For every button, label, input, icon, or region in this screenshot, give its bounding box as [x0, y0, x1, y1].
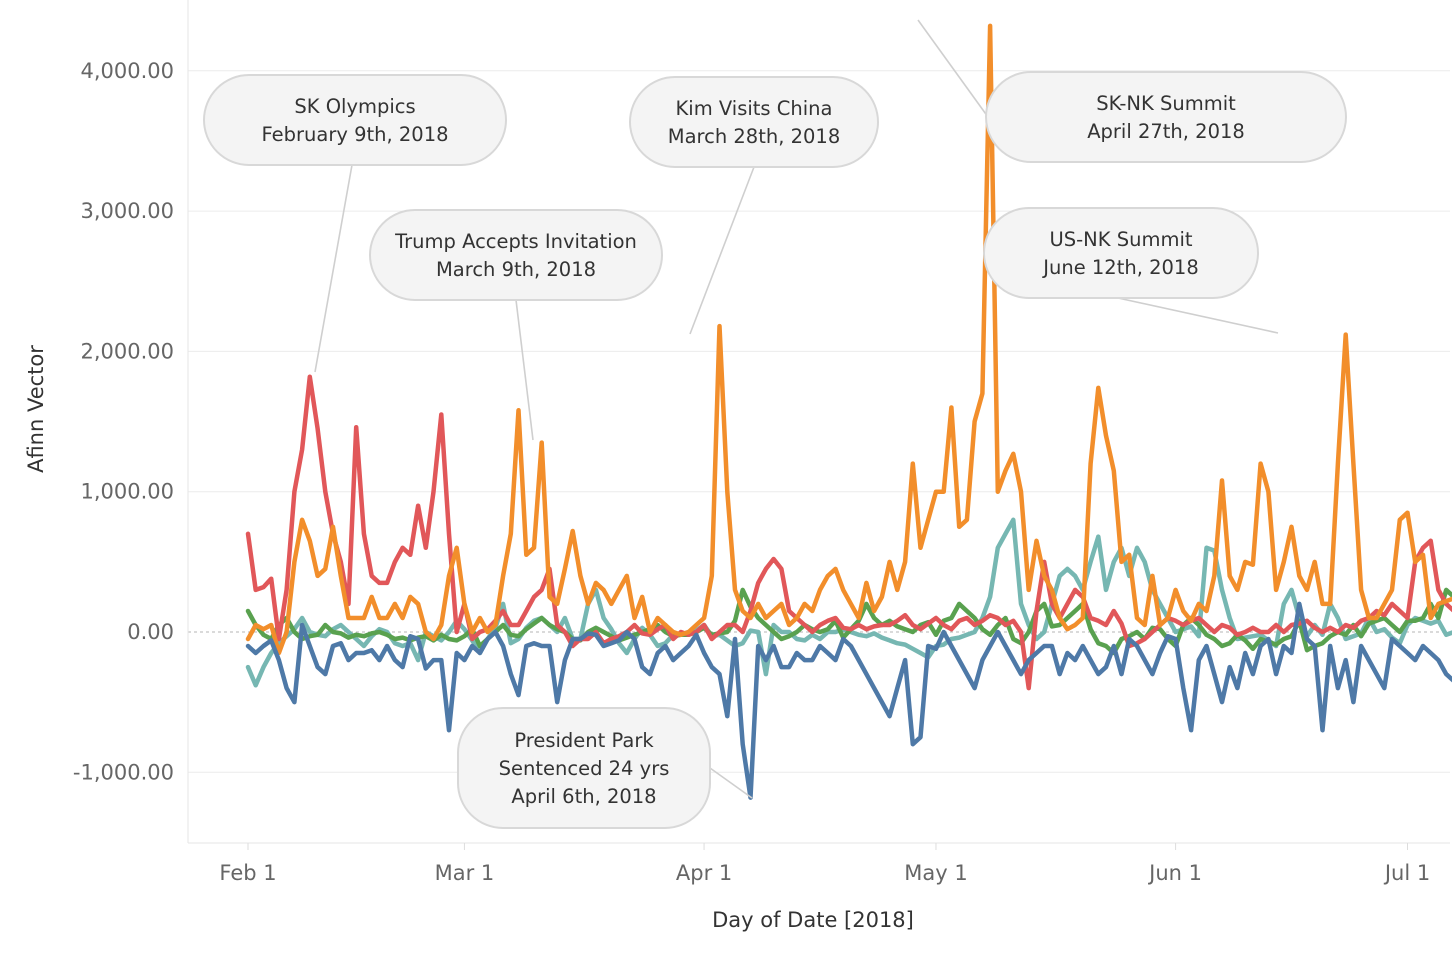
- series-line-5: [245, 601, 1452, 800]
- x-tick-label: Feb 1: [219, 861, 276, 885]
- grid-lines: [188, 70, 1450, 773]
- annotation-box: [629, 76, 879, 168]
- annotation-callout: Trump Accepts Invitation March 9th, 2018: [369, 209, 663, 441]
- annotation-callout: Kim Visits China March 28th, 2018: [629, 76, 879, 335]
- annotations: SK Olympics February 9th, 2018 Trump Accep…: [203, 19, 1347, 829]
- axes: [187, 0, 1450, 844]
- annotation-box: [369, 209, 663, 301]
- annotation-leader-line: [515, 299, 534, 441]
- annotation-box: [985, 71, 1347, 163]
- annotation-text: February 9th, 2018: [261, 123, 448, 146]
- annotation-leader-line: [1117, 297, 1279, 334]
- y-tick-labels: 4,000.00 3,000.00 2,000.00 1,000.00 0.00 -1,0…: [73, 59, 174, 784]
- annotation-text: March 28th, 2018: [668, 125, 840, 148]
- annotation-callout: SK-NK Summit April 27th, 2018: [917, 19, 1347, 163]
- annotation-text: April 27th, 2018: [1087, 120, 1245, 143]
- y-tick-label: -1,000.00: [73, 760, 174, 784]
- y-tick-label: 3,000.00: [80, 199, 174, 223]
- annotation-text: March 9th, 2018: [436, 258, 596, 281]
- annotation-text: June 12th, 2018: [1041, 256, 1199, 279]
- series-line-4: [245, 23, 1452, 656]
- annotation-leader-line: [314, 164, 353, 373]
- annotation-text: President Park: [514, 729, 654, 752]
- annotation-box: [203, 74, 507, 166]
- x-axis-title: Day of Date [2018]: [712, 908, 914, 932]
- annotation-callout: SK Olympics February 9th, 2018: [203, 74, 507, 373]
- series-lines: [245, 23, 1452, 800]
- x-tick-labels: Feb 1 Mar 1 Apr 1 May 1 Jun 1 Jul 1: [219, 843, 1430, 885]
- annotation-leader-line: [917, 19, 989, 118]
- x-tick-label: Jul 1: [1383, 861, 1430, 885]
- y-tick-label: 2,000.00: [80, 339, 174, 363]
- y-axis-title: Afinn Vector: [24, 345, 48, 473]
- y-tick-label: 0.00: [127, 620, 174, 644]
- x-tick-label: Apr 1: [676, 861, 732, 885]
- annotation-box: [983, 207, 1259, 299]
- y-tick-label: 1,000.00: [80, 480, 174, 504]
- annotation-text: Trump Accepts Invitation: [394, 230, 637, 253]
- annotation-text: Sentenced 24 yrs: [499, 757, 670, 780]
- annotation-leader-line: [709, 767, 753, 799]
- annotation-text: SK-NK Summit: [1096, 92, 1236, 115]
- annotation-text: April 6th, 2018: [511, 785, 656, 808]
- series-line-2: [245, 587, 1452, 656]
- annotation-text: Kim Visits China: [675, 97, 832, 120]
- annotation-text: US-NK Summit: [1049, 228, 1192, 251]
- x-tick-label: Jun 1: [1147, 861, 1202, 885]
- annotation-box: [457, 707, 711, 829]
- annotation-callout: US-NK Summit June 12th, 2018: [983, 207, 1279, 334]
- annotation-text: SK Olympics: [294, 95, 415, 118]
- annotation-leader-line: [689, 166, 755, 335]
- y-tick-label: 4,000.00: [80, 59, 174, 83]
- x-tick-label: Mar 1: [435, 861, 495, 885]
- annotation-callout: President Park Sentenced 24 yrs April 6th,…: [457, 707, 753, 829]
- x-tick-label: May 1: [904, 861, 967, 885]
